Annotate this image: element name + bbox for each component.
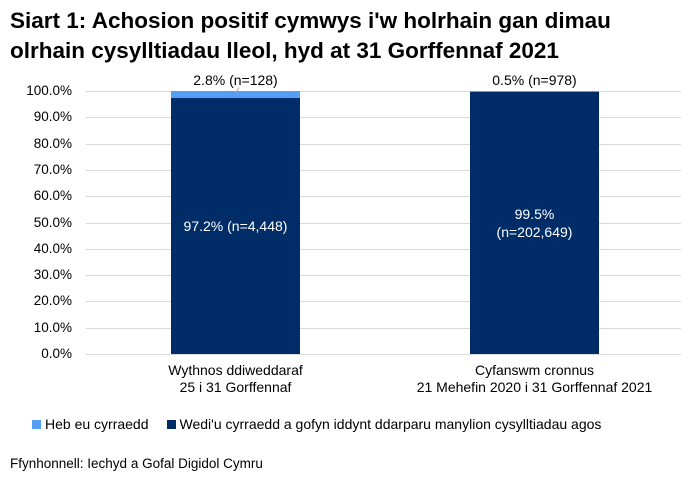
gridline <box>86 117 681 118</box>
data-label-not-reached: 2.8% (n=128) <box>193 72 278 88</box>
data-label-reached: 97.2% (n=4,448) <box>183 218 288 235</box>
legend-item-reached: Wedi'u cyrraedd a gofyn iddynt ddarparu … <box>166 416 602 432</box>
y-tick-label: 100.0% <box>26 83 72 98</box>
y-tick-label: 60.0% <box>33 188 72 203</box>
gridline <box>86 196 681 197</box>
gridline <box>86 91 681 92</box>
legend-label-reached: Wedi'u cyrraedd a gofyn iddynt ddarparu … <box>179 416 602 432</box>
gridline <box>86 144 681 145</box>
gridline <box>86 170 681 171</box>
gridline <box>86 223 681 224</box>
chart-title: Siart 1: Achosion positif cymwys i'w hol… <box>10 6 690 66</box>
data-label-reached: 99.5% (n=202,649) <box>496 206 573 241</box>
data-label-not-reached: 0.5% (n=978) <box>492 72 577 88</box>
bar-segment-not-reached <box>470 91 599 93</box>
chart-title-line-2: olrhain cysylltiadau lleol, hyd at 31 Go… <box>10 38 559 63</box>
legend: Heb eu cyrraedd Wedi'u cyrraedd a gofyn … <box>32 416 619 432</box>
bar-segment-reached <box>171 98 300 354</box>
bar-segment-not-reached <box>171 91 300 99</box>
y-tick-label: 10.0% <box>33 320 72 335</box>
chart-title-line-1: Siart 1: Achosion positif cymwys i'w hol… <box>10 8 611 33</box>
y-tick-label: 90.0% <box>33 109 72 124</box>
x-category-label: Cyfanswm cronnus 21 Mehefin 2020 i 31 Gor… <box>416 362 653 395</box>
gridline <box>86 301 681 302</box>
gridline <box>86 354 681 355</box>
legend-swatch-reached <box>166 419 176 429</box>
y-tick-label: 70.0% <box>33 162 72 177</box>
gridline <box>86 275 681 276</box>
gridline <box>86 328 681 329</box>
y-tick-label: 80.0% <box>33 136 72 151</box>
legend-label-not-reached: Heb eu cyrraedd <box>45 416 149 432</box>
y-tick-label: 20.0% <box>33 293 72 308</box>
y-tick-label: 50.0% <box>33 215 72 230</box>
legend-swatch-not-reached <box>32 419 41 429</box>
gridline <box>86 249 681 250</box>
bar-segment-reached <box>470 92 599 354</box>
y-tick-label: 40.0% <box>33 241 72 256</box>
y-tick-label: 30.0% <box>33 267 72 282</box>
legend-item-not-reached: Heb eu cyrraedd <box>32 416 149 432</box>
source-note: Ffynhonnell: Iechyd a Gofal Digidol Cymr… <box>10 456 263 471</box>
x-category-label: Wythnos ddiweddaraf 25 i 31 Gorffennaf <box>168 362 303 395</box>
y-tick-label: 0.0% <box>41 346 72 361</box>
